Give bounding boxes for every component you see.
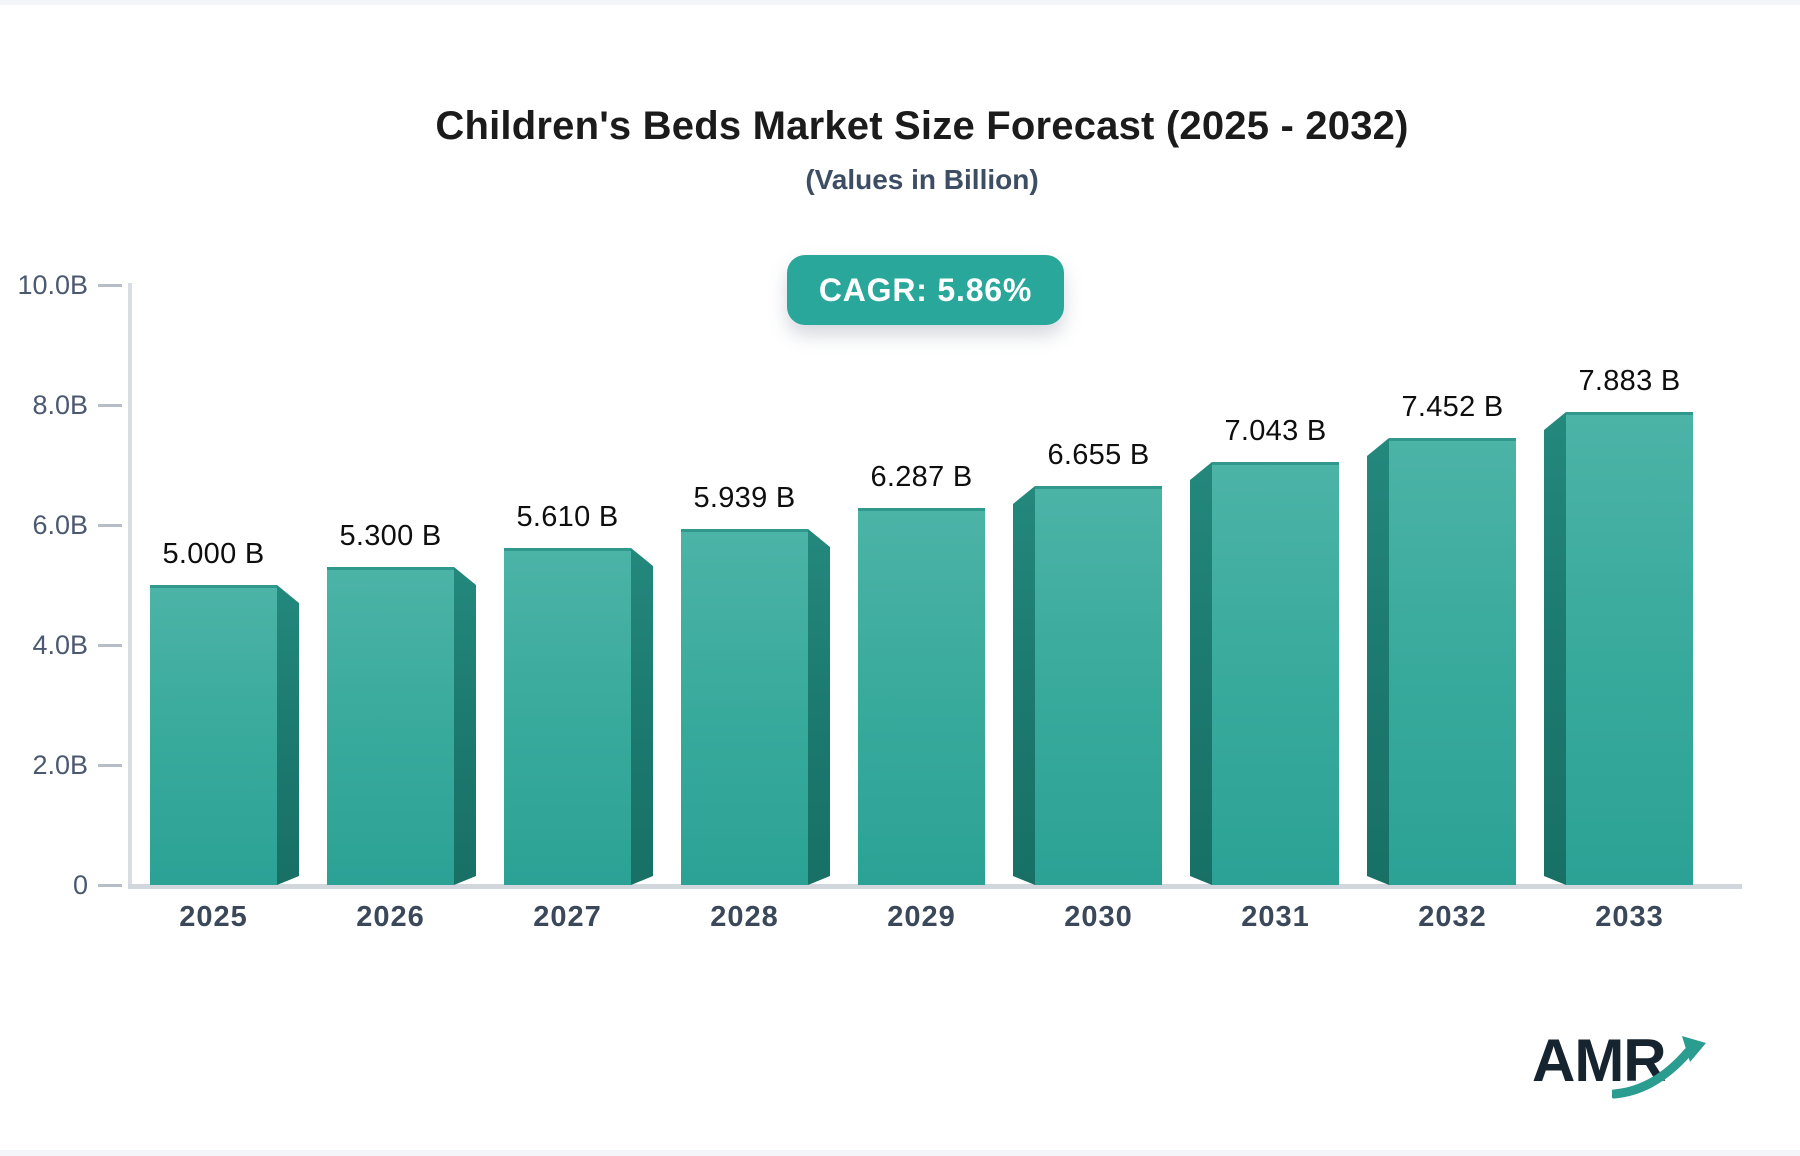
bar-value-label: 6.287 B [870,461,973,493]
bar-2032 [1389,438,1516,885]
bar-2028 [681,529,808,885]
x-axis-label-2028: 2028 [710,901,779,933]
y-axis-tick-label: 8.0B [32,390,88,420]
bar-2033 [1566,412,1693,885]
y-axis-tick [98,404,122,407]
chart-title: Children's Beds Market Size Forecast (20… [435,104,1409,148]
bar-side-face [1367,438,1389,885]
y-axis-tick [98,764,122,767]
x-axis-label-2029: 2029 [887,901,956,933]
bar-side-face [1190,462,1212,885]
bar-side-face [277,585,299,885]
bar-value-label: 7.043 B [1224,415,1327,447]
bar-2025 [150,585,277,885]
x-axis-label-2027: 2027 [533,901,602,933]
x-axis-label-2026: 2026 [356,901,425,933]
bar-side-face [631,548,653,885]
bar-value-label: 7.452 B [1401,391,1504,423]
bottom-border-strip [0,1150,1800,1156]
cagr-badge-label: CAGR: 5.86% [818,271,1033,308]
x-axis-baseline [128,884,1742,889]
bar-side-face [1544,412,1566,885]
y-axis-tick-label: 10.0B [17,270,88,300]
bar-value-label: 5.939 B [693,482,796,514]
bar-2030 [1035,486,1162,885]
y-axis-tick [98,524,122,527]
bar-side-face [808,529,830,885]
y-axis-line [128,283,132,889]
bar-2026 [327,567,454,885]
bar-value-label: 7.883 B [1578,365,1681,397]
top-border-strip [0,0,1800,5]
bar-2029 [858,508,985,885]
y-axis-tick [98,284,122,287]
y-axis-tick-label: 0 [72,870,88,900]
bar-side-face [454,567,476,885]
chart-subtitle: (Values in Billion) [805,164,1039,195]
y-axis-tick-label: 2.0B [32,750,88,780]
bar-value-label: 6.655 B [1047,439,1150,471]
x-axis-label-2032: 2032 [1418,901,1487,933]
bar-2027 [504,548,631,885]
amr-logo: AMR [1520,1026,1720,1112]
x-axis-label-2031: 2031 [1241,901,1310,933]
growth-arrow-icon [1612,1036,1706,1099]
bar-2031 [1212,462,1339,885]
bar-side-face [1013,486,1035,885]
bar-value-label: 5.610 B [516,501,619,533]
y-axis-tick [98,884,122,887]
cagr-badge: CAGR: 5.86% [787,255,1064,325]
y-axis-tick-label: 6.0B [32,510,88,540]
y-axis-tick-label: 4.0B [32,630,88,660]
bar-value-label: 5.300 B [339,520,442,552]
x-axis-label-2025: 2025 [179,901,248,933]
x-axis-label-2030: 2030 [1064,901,1133,933]
bar-value-label: 5.000 B [162,538,265,570]
y-axis-tick [98,644,122,647]
x-axis-label-2033: 2033 [1595,901,1664,933]
